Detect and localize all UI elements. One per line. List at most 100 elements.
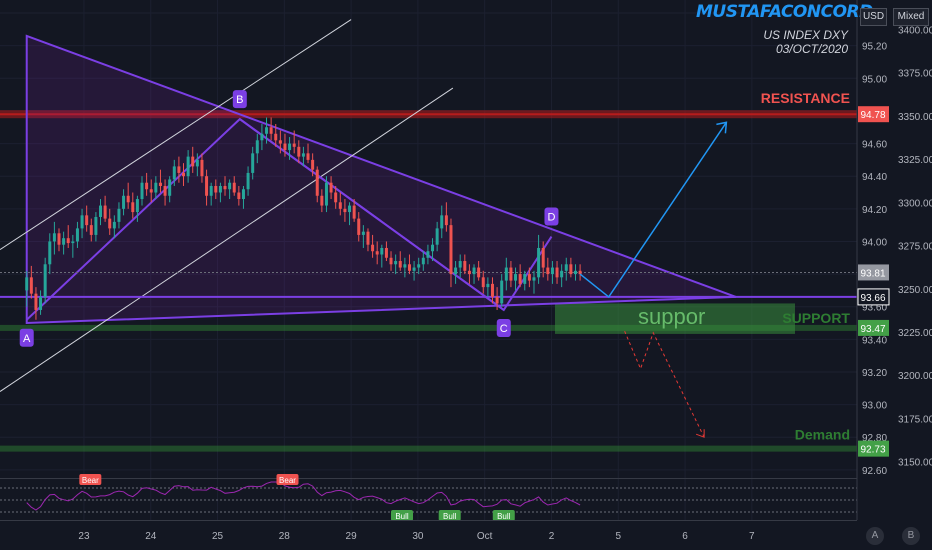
candle-body [518, 274, 522, 284]
candle-body [265, 127, 269, 134]
resistance-label: RESISTANCE [761, 90, 850, 106]
wave-label-text: D [547, 212, 555, 224]
secondary-tick-label: 3225.00 [898, 328, 932, 339]
candle-body [251, 153, 255, 173]
demand-label: Demand [795, 427, 850, 443]
candle-body [380, 247, 384, 255]
candle-body [366, 231, 370, 245]
candle-body [343, 208, 347, 213]
candle-body [85, 215, 89, 226]
auto-scale-button[interactable]: A [866, 527, 884, 545]
candle-body [435, 228, 439, 245]
candle-body [398, 261, 402, 268]
candle-body [135, 199, 139, 213]
wave-bc-line [239, 118, 505, 311]
candle-body [186, 156, 190, 177]
candle-body [449, 225, 453, 275]
candle-body [458, 261, 462, 268]
candle-body [80, 215, 84, 229]
scale-mode-button[interactable]: Mixed [893, 8, 929, 26]
chart-annotation: US INDEX DXY 03/OCT/2020 [718, 28, 848, 56]
time-tick-label: 24 [145, 531, 157, 542]
candle-body [523, 274, 527, 284]
candle-body [477, 267, 481, 278]
candle-body [25, 277, 29, 291]
candle-body [149, 189, 153, 193]
candle-body [260, 133, 264, 141]
candle-body [39, 296, 43, 310]
candle-body [232, 182, 236, 193]
candle-body [297, 146, 301, 157]
bullish-projection [579, 121, 728, 299]
bearish-projection [624, 330, 705, 438]
candle-body [578, 270, 582, 275]
candle-body [569, 264, 573, 275]
candle-body [283, 143, 287, 151]
candle-body [75, 228, 79, 242]
time-tick-label: Oct [477, 531, 493, 542]
candle-body [29, 277, 33, 294]
candle-body [182, 172, 186, 177]
support-box-label: suppor [638, 304, 705, 329]
candle-body [417, 264, 421, 268]
candle-body [306, 153, 310, 160]
candle-body [375, 251, 379, 255]
price-tick-label: 94.00 [862, 237, 887, 248]
candle-body [103, 205, 107, 219]
time-tick-label: 6 [682, 531, 688, 542]
price-tag-text: 93.66 [860, 293, 885, 304]
candle-body [407, 264, 411, 271]
candle-body [532, 277, 536, 281]
candle-body [154, 182, 158, 193]
time-tick-label: 7 [749, 531, 755, 542]
price-tag [858, 319, 889, 336]
candle-body [94, 216, 98, 235]
triangle-pattern [25, 34, 737, 325]
candle-body [163, 185, 167, 196]
candle-body [57, 233, 61, 245]
secondary-tick-label: 3150.00 [898, 458, 932, 469]
secondary-tick-label: 3175.00 [898, 414, 932, 425]
candle-body [550, 267, 554, 275]
candle-body [440, 215, 444, 229]
currency-button[interactable]: USD [860, 8, 887, 26]
support-zone [0, 324, 857, 331]
candle-body [490, 283, 494, 297]
brand-watermark: MUSTAFACONCORD [696, 2, 873, 22]
price-tag-text: 93.47 [860, 324, 885, 335]
candle-body [200, 159, 204, 177]
secondary-tick-label: 3325.00 [898, 155, 932, 166]
secondary-tick-label: 3400.00 [898, 25, 932, 36]
price-tag [858, 106, 889, 123]
wave-label-box [496, 318, 511, 337]
date-label: 03/OCT/2020 [775, 42, 848, 56]
candle-body [195, 159, 199, 167]
candle-body [560, 270, 564, 278]
candle-body [348, 205, 352, 213]
candle-body [509, 267, 513, 281]
candle-body [122, 195, 126, 209]
candle-body [444, 215, 448, 226]
candle-body [191, 156, 195, 167]
candle-body [52, 233, 56, 242]
candle-body [338, 202, 342, 209]
rsi-signal-tag [438, 510, 461, 521]
bar-style-button[interactable]: B [902, 527, 920, 545]
candle-body [62, 238, 66, 245]
candle-body [292, 143, 296, 147]
candle-body [301, 153, 305, 157]
candle-body [205, 176, 209, 196]
candle-body [352, 205, 356, 219]
candle-body [274, 133, 278, 141]
zone-layer: RESISTANCE suppor SUPPORT Demand [0, 90, 857, 452]
candle-body [288, 143, 292, 151]
wave-label-box [232, 90, 247, 109]
candle-body [320, 195, 324, 206]
candle-body [527, 274, 531, 281]
candle-body [131, 202, 135, 213]
demand-zone [0, 445, 857, 452]
candle-body [394, 261, 398, 265]
